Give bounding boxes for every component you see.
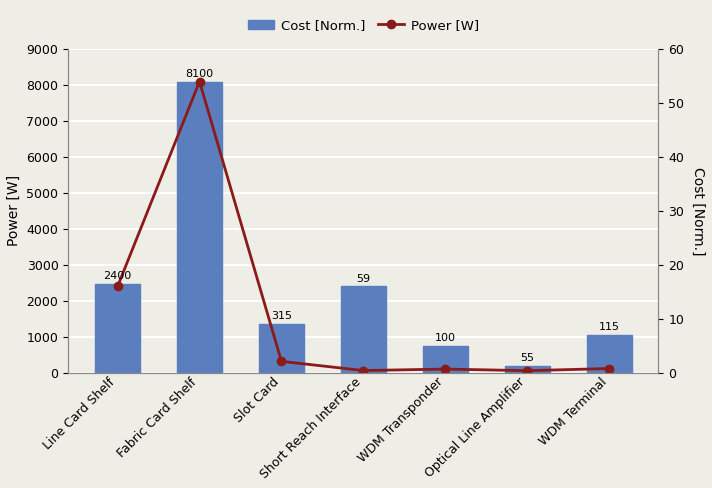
Bar (423, 346, 468, 373)
Text: 55: 55 (520, 353, 534, 363)
Bar (95, 284, 140, 373)
Text: 100: 100 (435, 333, 456, 343)
Bar (177, 81, 222, 373)
Y-axis label: Power [W]: Power [W] (7, 175, 21, 246)
Text: 2400: 2400 (103, 271, 132, 281)
Text: 315: 315 (271, 311, 292, 321)
Legend: Cost [Norm.], Power [W]: Cost [Norm.], Power [W] (242, 14, 484, 37)
Text: 8100: 8100 (185, 69, 214, 79)
Bar (259, 324, 304, 373)
Bar (505, 366, 550, 373)
Bar (587, 335, 632, 373)
Text: 59: 59 (356, 273, 370, 284)
Y-axis label: Cost [Norm.]: Cost [Norm.] (691, 167, 705, 255)
Text: 115: 115 (599, 322, 619, 332)
Bar (341, 286, 386, 373)
